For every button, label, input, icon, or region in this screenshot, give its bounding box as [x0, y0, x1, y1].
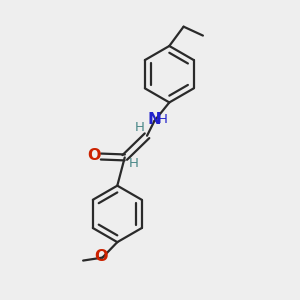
- Text: O: O: [94, 249, 108, 264]
- Text: O: O: [87, 148, 100, 163]
- Text: H: H: [129, 157, 139, 170]
- Text: H: H: [158, 113, 168, 127]
- Text: H: H: [135, 121, 145, 134]
- Text: N: N: [148, 112, 161, 127]
